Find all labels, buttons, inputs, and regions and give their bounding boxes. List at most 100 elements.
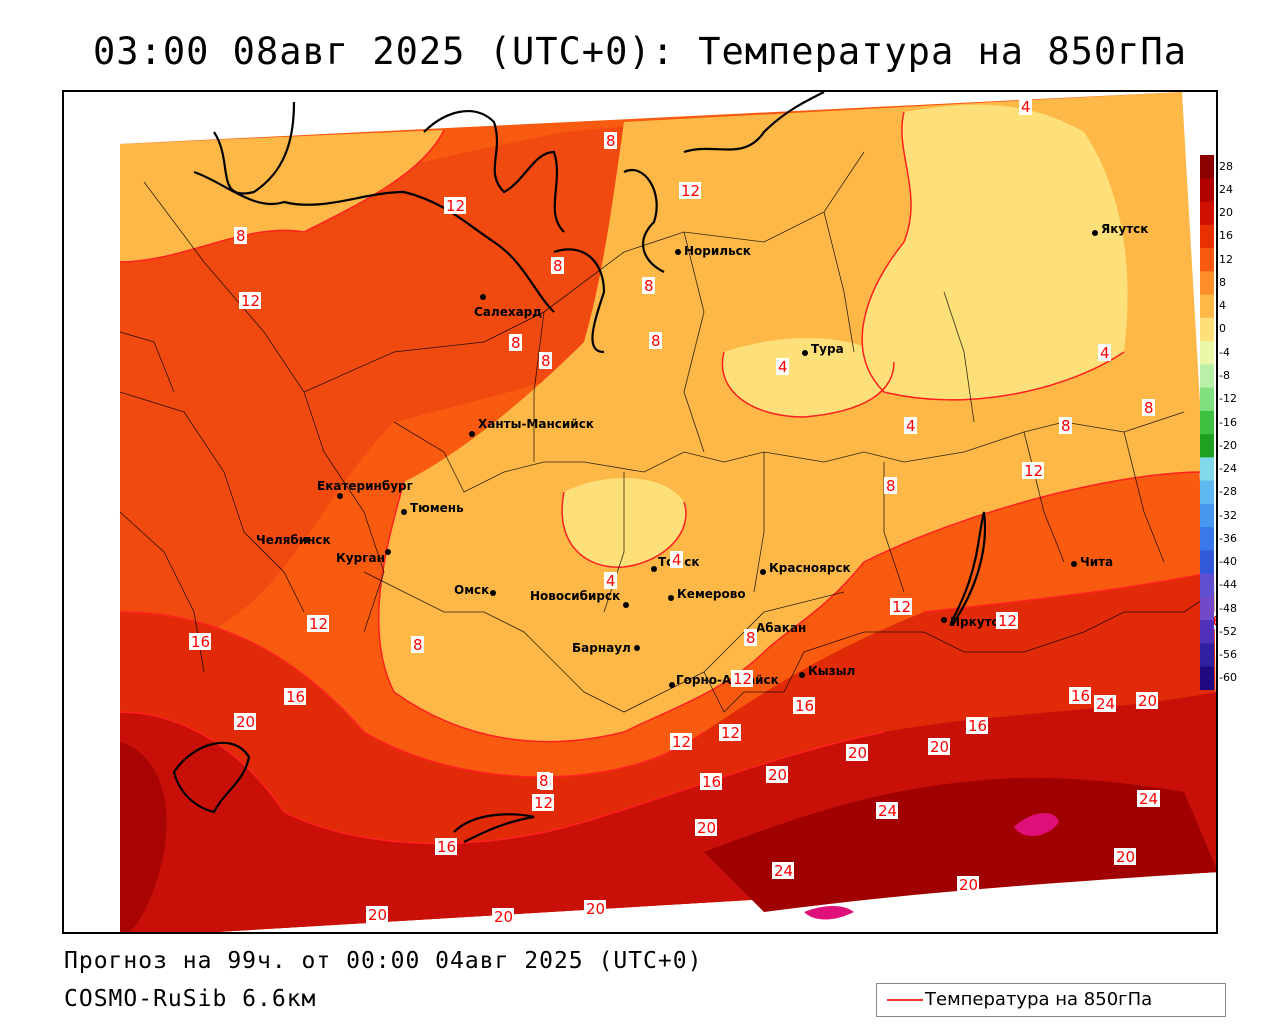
isotherm-label: 20: [768, 766, 787, 784]
colorbar-segment: [1200, 527, 1214, 551]
isotherm-label: 20: [236, 713, 255, 731]
isotherm-label: 20: [848, 744, 867, 762]
isotherm-label: 24: [878, 802, 897, 820]
isotherm-label: 8: [541, 352, 551, 370]
colorbar-segment: [1200, 317, 1214, 342]
city-khanty-mansiysk: Ханты-Мансийск: [478, 417, 594, 431]
city-chelyabinsk: Челябинск: [256, 533, 331, 547]
colorbar-segment: [1200, 178, 1214, 203]
colorbar-segment: [1200, 294, 1214, 319]
colorbar-tick-label: 0: [1219, 322, 1226, 336]
colorbar-tick-label: 8: [1219, 275, 1226, 289]
isotherm-label: 4: [672, 551, 682, 569]
city-omsk: Омск: [454, 583, 489, 597]
city-tyumen: Тюмень: [410, 501, 464, 515]
isotherm-label-bg: [1022, 462, 1044, 479]
isotherm-label-bg: [793, 697, 815, 714]
isotherm-label: 12: [534, 794, 553, 812]
isotherm-label-bg: [670, 551, 683, 568]
isotherm-label: 20: [697, 819, 716, 837]
colorbar-segment: [1200, 248, 1214, 272]
isotherm-label-bg: [551, 257, 564, 274]
isotherm-label-bg: [234, 713, 256, 730]
isotherm-label-bg: [604, 132, 617, 149]
map-canvas: Якутск Норильск Салехард Тура Ханты-Манс…: [119, 92, 1216, 932]
isotherm-label: 8: [553, 257, 563, 275]
colorbar-tick-label: 12: [1219, 252, 1233, 266]
colorbar-tick-label: -36: [1219, 531, 1237, 545]
isotherm-label-bg: [772, 862, 794, 879]
isotherm-label: 20: [586, 900, 605, 918]
colorbar-tick-label: -48: [1219, 601, 1237, 615]
isotherm-label: 4: [1100, 344, 1110, 362]
city-chita: Чита: [1080, 555, 1113, 569]
temp-zone-28-a: [1014, 812, 1059, 837]
isotherm-label-bg: [492, 908, 514, 925]
isotherm-label-bg: [539, 352, 552, 369]
isotherm-label: 8: [1061, 417, 1071, 435]
colorbar-segment: [1200, 387, 1214, 412]
isotherm-label-bg: [411, 636, 424, 653]
isotherm-label-bg: [719, 724, 741, 741]
temp-zone-24: [704, 777, 1216, 912]
isotherm-label: 8: [511, 334, 521, 352]
isotherm-label: 16: [795, 697, 814, 715]
temp-zone-8: [120, 130, 444, 262]
colorbar-tick-label: 20: [1219, 206, 1233, 220]
isotherm-label-bg: [604, 572, 617, 589]
isotherm-label: 4: [1021, 98, 1031, 116]
colorbar-tick-label: -8: [1219, 368, 1230, 382]
city-krasnoyarsk: Красноярск: [769, 561, 851, 575]
city-kurgan: Курган: [336, 551, 385, 565]
colorbar-segment: [1200, 271, 1214, 296]
isotherm-label: 8: [539, 772, 549, 790]
isotherm-label: 12: [241, 292, 260, 310]
isotherm-label: 16: [702, 773, 721, 791]
colorbar-segment: [1200, 573, 1214, 598]
legend-label: Температура на 850гПа: [925, 989, 1153, 1010]
isotherm-label: 16: [191, 633, 210, 651]
city-norilsk: Норильск: [684, 244, 751, 258]
colorbar-segment: [1200, 155, 1214, 179]
isotherm-label-bg: [509, 334, 522, 351]
isotherm-label-bg: [537, 772, 550, 789]
temperature-map: Якутск Норильск Салехард Тура Ханты-Манс…: [62, 90, 1218, 934]
city-barnaul: Барнаул: [572, 641, 631, 655]
colorbar: [1200, 155, 1214, 690]
colorbar-tick-label: -28: [1219, 485, 1237, 499]
isotherm-label-bg: [996, 612, 1018, 629]
map-title: 03:00 08авг 2025 (UTC+0): Температура на…: [93, 30, 1187, 73]
isotherm-label: 12: [721, 724, 740, 742]
city-abakan: Абакан: [756, 621, 806, 635]
isotherm-label: 8: [606, 132, 616, 150]
isotherm-label-bg: [239, 292, 261, 309]
isotherm-label: 8: [651, 332, 661, 350]
temp-zone-4-east: [862, 104, 1128, 400]
isotherm-label-bg: [776, 358, 789, 375]
isotherm-label-bg: [700, 773, 722, 790]
isotherm-label: 24: [774, 862, 793, 880]
admin-borders: [119, 151, 1215, 713]
colorbar-tick-label: -16: [1219, 415, 1237, 429]
forecast-info: Прогноз на 99ч. от 00:00 04авг 2025 (UTC…: [64, 948, 703, 974]
isotherm-label-bg: [234, 227, 247, 244]
isotherm-labels: 8 12 4 8 12 12 8 8 8 8 8 4 4 4 8 8 12 8 4 4 12 12 16 12 16 16 8 8 8 1…: [189, 98, 1216, 926]
isotherm-label-bg: [966, 717, 988, 734]
isotherm-label: 20: [930, 738, 949, 756]
isotherm-label: 12: [309, 615, 328, 633]
colorbar-segment: [1200, 503, 1214, 528]
isotherm-label-bg: [846, 744, 868, 761]
colorbar-tick-label: 28: [1219, 159, 1233, 173]
isotherm-label: 24: [1139, 790, 1158, 808]
colorbar-segment: [1200, 364, 1214, 389]
colorbar-tick-label: -32: [1219, 508, 1237, 522]
colorbar-tick-label: 4: [1219, 299, 1226, 313]
isotherm-label: 20: [1116, 848, 1135, 866]
city-tura: Тура: [811, 342, 844, 356]
legend-line-swatch: [887, 999, 923, 1001]
isotherm-label: 8: [236, 227, 246, 245]
city-kemerovo: Кемерово: [677, 587, 746, 601]
isotherm-label-bg: [679, 182, 701, 199]
colorbar-tick-label: -12: [1219, 392, 1237, 406]
colorbar-segment: [1200, 480, 1214, 505]
